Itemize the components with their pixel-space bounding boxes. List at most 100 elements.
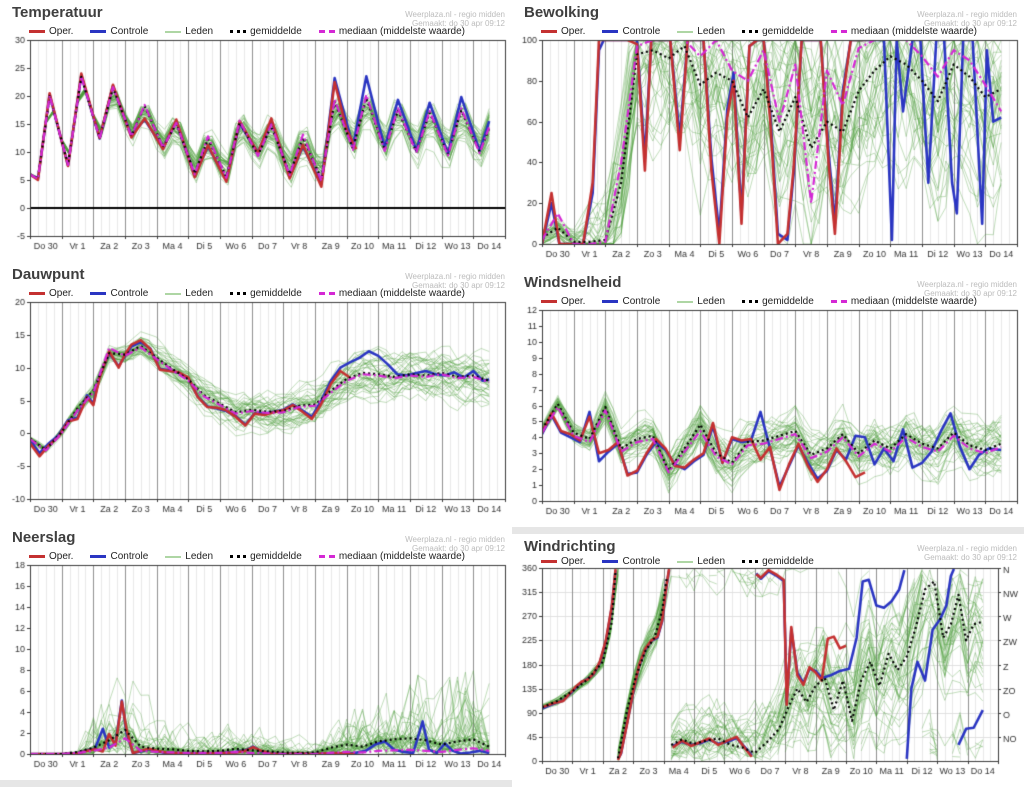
- watermark: Weerplaza.nl - regio midden Gemaakt: do …: [405, 10, 505, 28]
- watermark-source: Weerplaza.nl - regio midden: [917, 544, 1017, 553]
- controle-line-icon: [602, 30, 619, 33]
- legend-item-oper: Oper.: [29, 551, 73, 562]
- legend-label: Leden: [185, 551, 214, 562]
- chart-title: Windrichting: [524, 538, 616, 555]
- legend-label: mediaan (middelste waarde): [338, 288, 465, 299]
- legend-label: gemiddelde: [762, 26, 814, 37]
- legend: Oper. Controle Leden gemiddelde mediaan …: [29, 288, 465, 299]
- oper-line-icon: [541, 300, 557, 303]
- watermark: Weerplaza.nl - regio midden Gemaakt: do …: [405, 535, 505, 553]
- watermark-created: Gemaakt: do 30 apr 09:12: [924, 19, 1017, 28]
- page-title: Temperatuur: [12, 4, 103, 21]
- gemiddelde-line-icon: [230, 292, 247, 295]
- legend-label: Controle: [110, 26, 149, 37]
- legend-item-controle: Controle: [90, 551, 148, 562]
- legend-label: mediaan (middelste waarde): [850, 26, 977, 37]
- windsnelheid-chart-canvas: [512, 270, 1024, 527]
- legend-label: gemiddelde: [250, 288, 302, 299]
- legend: Oper. Controle Leden gemiddelde mediaan …: [541, 296, 977, 307]
- panel-windrichting: Windrichting Weerplaza.nl - regio midden…: [512, 534, 1024, 787]
- legend-label: Oper.: [49, 26, 74, 37]
- watermark: Weerplaza.nl - regio midden Gemaakt: do …: [917, 544, 1017, 562]
- mediaan-line-icon: [830, 30, 847, 33]
- legend-label: gemiddelde: [762, 296, 814, 307]
- panel-separator: [512, 527, 1024, 534]
- oper-line-icon: [29, 292, 45, 295]
- legend-item-mediaan: mediaan (middelste waarde): [318, 26, 465, 37]
- panel-dauwpunt: Dauwpunt Weerplaza.nl - regio midden Gem…: [0, 262, 512, 525]
- legend-item-gemiddelde: gemiddelde: [230, 26, 302, 37]
- legend-label: Leden: [697, 556, 726, 567]
- legend-item-oper: Oper.: [29, 26, 73, 37]
- legend-label: Controle: [110, 551, 149, 562]
- legend-item-leden: Leden: [677, 556, 725, 567]
- watermark-source: Weerplaza.nl - regio midden: [405, 535, 505, 544]
- legend-label: Oper.: [561, 26, 586, 37]
- gemiddelde-line-icon: [230, 30, 247, 33]
- legend: Oper. Controle Leden gemiddelde: [541, 556, 814, 567]
- legend-item-leden: Leden: [165, 26, 213, 37]
- legend-label: gemiddelde: [250, 551, 302, 562]
- gemiddelde-line-icon: [742, 30, 759, 33]
- mediaan-line-icon: [318, 555, 335, 558]
- legend-item-leden: Leden: [677, 26, 725, 37]
- legend-label: Leden: [185, 288, 214, 299]
- legend-label: Controle: [622, 556, 661, 567]
- watermark: Weerplaza.nl - regio midden Gemaakt: do …: [405, 272, 505, 290]
- gemiddelde-line-icon: [742, 560, 759, 563]
- watermark-created: Gemaakt: do 30 apr 09:12: [412, 544, 505, 553]
- watermark: Weerplaza.nl - regio midden Gemaakt: do …: [917, 280, 1017, 298]
- legend-label: Oper.: [561, 556, 586, 567]
- watermark-source: Weerplaza.nl - regio midden: [405, 10, 505, 19]
- leden-line-icon: [677, 30, 694, 33]
- mediaan-line-icon: [318, 30, 335, 33]
- legend-label: mediaan (middelste waarde): [850, 296, 977, 307]
- temperatuur-chart-canvas: [0, 0, 512, 262]
- watermark-source: Weerplaza.nl - regio midden: [405, 272, 505, 281]
- watermark-source: Weerplaza.nl - regio midden: [917, 280, 1017, 289]
- watermark-created: Gemaakt: do 30 apr 09:12: [412, 19, 505, 28]
- legend-item-gemiddelde: gemiddelde: [742, 556, 814, 567]
- legend-item-leden: Leden: [165, 551, 213, 562]
- chart-title: Bewolking: [524, 4, 600, 21]
- bewolking-chart-canvas: [512, 0, 1024, 270]
- leden-line-icon: [677, 300, 694, 303]
- legend: Oper. Controle Leden gemiddelde mediaan …: [29, 551, 465, 562]
- legend-item-controle: Controle: [602, 556, 660, 567]
- mediaan-line-icon: [318, 292, 335, 295]
- legend-label: Oper.: [561, 296, 586, 307]
- legend-label: Controle: [622, 296, 661, 307]
- legend-label: Controle: [110, 288, 149, 299]
- controle-line-icon: [90, 30, 107, 33]
- legend-label: gemiddelde: [250, 26, 302, 37]
- dauwpunt-chart-canvas: [0, 262, 512, 525]
- controle-line-icon: [602, 300, 619, 303]
- watermark: Weerplaza.nl - regio midden Gemaakt: do …: [917, 10, 1017, 28]
- legend-item-mediaan: mediaan (middelste waarde): [318, 551, 465, 562]
- legend-label: Oper.: [49, 288, 74, 299]
- controle-line-icon: [602, 560, 619, 563]
- panel-windsnelheid: Windsnelheid Weerplaza.nl - regio midden…: [512, 270, 1024, 527]
- leden-line-icon: [165, 292, 182, 295]
- legend: Oper. Controle Leden gemiddelde mediaan …: [541, 26, 977, 37]
- legend-item-oper: Oper.: [541, 556, 585, 567]
- leden-line-icon: [677, 560, 694, 563]
- legend-item-mediaan: mediaan (middelste waarde): [830, 26, 977, 37]
- legend-label: mediaan (middelste waarde): [338, 26, 465, 37]
- panel-separator: [0, 780, 512, 787]
- gemiddelde-line-icon: [230, 555, 247, 558]
- legend: Oper. Controle Leden gemiddelde mediaan …: [29, 26, 465, 37]
- watermark-source: Weerplaza.nl - regio midden: [917, 10, 1017, 19]
- legend-item-gemiddelde: gemiddelde: [230, 288, 302, 299]
- chart-title: Windsnelheid: [524, 274, 622, 291]
- legend-label: Leden: [185, 26, 214, 37]
- oper-line-icon: [29, 30, 45, 33]
- controle-line-icon: [90, 292, 107, 295]
- legend-item-gemiddelde: gemiddelde: [742, 296, 814, 307]
- legend-item-gemiddelde: gemiddelde: [230, 551, 302, 562]
- legend-item-mediaan: mediaan (middelste waarde): [318, 288, 465, 299]
- mediaan-line-icon: [830, 300, 847, 303]
- legend-item-controle: Controle: [90, 288, 148, 299]
- gemiddelde-line-icon: [742, 300, 759, 303]
- legend-label: mediaan (middelste waarde): [338, 551, 465, 562]
